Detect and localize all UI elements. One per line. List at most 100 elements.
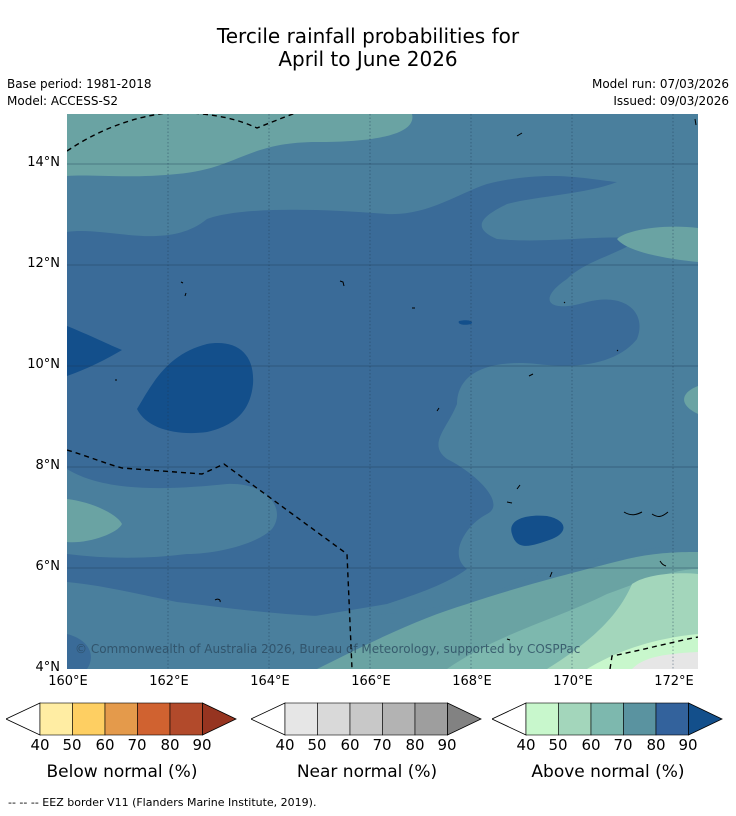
colorbar-above — [492, 702, 723, 736]
lat-label-8n: 8°N — [35, 458, 61, 473]
below-over-triangle — [202, 702, 237, 736]
lat-label-10n: 10°N — [27, 357, 60, 372]
near-swatch-40 — [284, 702, 318, 736]
near-normal-label: Near normal (%) — [296, 762, 438, 782]
region-dark-dot — [458, 320, 473, 325]
eez-border-top — [67, 114, 295, 152]
island-5 — [339, 280, 345, 287]
above-tick-70: 70 — [613, 736, 633, 754]
island-8 — [616, 349, 619, 352]
island-4 — [184, 292, 187, 297]
below-tick-60: 60 — [95, 736, 115, 754]
region-dark-left — [67, 326, 122, 376]
above-swatch-50 — [558, 702, 592, 736]
island-7 — [563, 301, 566, 304]
probability-map: © Commonwealth of Australia 2026, Bureau… — [67, 114, 698, 669]
island-2 — [694, 118, 697, 126]
below-swatch-60 — [104, 702, 138, 736]
below-swatch-50 — [72, 702, 106, 736]
island-12 — [506, 501, 513, 504]
island-16 — [214, 598, 221, 603]
lon-label-170e: 170°E — [553, 674, 593, 689]
island-1 — [516, 132, 523, 137]
below-tick-90: 90 — [192, 736, 212, 754]
lon-label-162e: 162°E — [149, 674, 189, 689]
near-tick-60: 60 — [340, 736, 360, 754]
above-over-triangle — [688, 702, 723, 736]
island-3 — [180, 281, 184, 284]
near-swatch-60 — [349, 702, 383, 736]
model-name: Model: ACCESS-S2 — [7, 94, 119, 108]
lat-label-6n: 6°N — [35, 559, 61, 574]
above-normal-label: Above normal (%) — [531, 762, 685, 782]
below-under-triangle — [6, 702, 41, 736]
map-title-line2: April to June 2026 — [278, 47, 458, 71]
near-over-triangle — [447, 702, 482, 736]
near-swatch-80 — [414, 702, 448, 736]
above-tick-80: 80 — [646, 736, 666, 754]
island-13 — [623, 511, 669, 517]
region-top-light — [67, 114, 413, 177]
eez-footnote: -- -- -- EEZ border V11 (Flanders Marine… — [8, 796, 317, 809]
model-run: Model run: 07/03/2026 — [591, 77, 729, 91]
near-tick-80: 80 — [405, 736, 425, 754]
near-tick-70: 70 — [372, 736, 392, 754]
lat-label-14n: 14°N — [27, 155, 60, 170]
island-15 — [659, 560, 667, 567]
lon-label-172e: 172°E — [654, 674, 694, 689]
below-tick-50: 50 — [62, 736, 82, 754]
eez-border-middle — [67, 449, 353, 669]
below-normal-label: Below normal (%) — [46, 762, 198, 782]
lon-label-164e: 164°E — [250, 674, 290, 689]
lat-label-4n: 4°N — [35, 660, 61, 675]
region-bottom-near — [632, 652, 698, 669]
map-gridlines — [67, 114, 698, 669]
below-tick-80: 80 — [160, 736, 180, 754]
lon-label-166e: 166°E — [351, 674, 391, 689]
near-tick-50: 50 — [307, 736, 327, 754]
above-swatch-40 — [525, 702, 559, 736]
islands — [115, 118, 697, 641]
region-right-light — [617, 226, 698, 262]
map-title-line1: Tercile rainfall probabilities for — [216, 24, 520, 48]
above-tick-90: 90 — [678, 736, 698, 754]
island-10 — [436, 407, 440, 412]
lon-label-160e: 160°E — [48, 674, 88, 689]
colorbar-near — [251, 702, 482, 736]
lon-label-168e: 168°E — [452, 674, 492, 689]
near-swatch-50 — [317, 702, 351, 736]
copyright-notice: © Commonwealth of Australia 2026, Bureau… — [75, 642, 580, 656]
above-under-triangle — [492, 702, 527, 736]
near-tick-90: 90 — [437, 736, 457, 754]
island-11 — [516, 484, 521, 490]
below-swatch-40 — [39, 702, 73, 736]
above-tick-40: 40 — [516, 736, 536, 754]
above-swatch-80 — [655, 702, 689, 736]
colorbar-below — [6, 702, 237, 736]
above-tick-60: 60 — [581, 736, 601, 754]
island-14 — [549, 571, 553, 578]
region-lower-left-light — [67, 499, 122, 543]
below-tick-70: 70 — [127, 736, 147, 754]
island-9 — [528, 373, 534, 377]
island-17 — [506, 638, 511, 641]
region-bottom-left-dark — [67, 634, 91, 669]
near-tick-40: 40 — [275, 736, 295, 754]
below-swatch-70 — [137, 702, 171, 736]
below-tick-40: 40 — [30, 736, 50, 754]
eez-border-bottom-right — [609, 636, 698, 669]
issued-date: Issued: 09/03/2026 — [613, 94, 729, 108]
near-under-triangle — [251, 702, 286, 736]
above-tick-50: 50 — [548, 736, 568, 754]
region-dark-centre — [137, 343, 254, 434]
region-dark-small — [511, 515, 564, 546]
below-swatch-80 — [169, 702, 203, 736]
lat-label-12n: 12°N — [27, 256, 60, 271]
region-lower-left — [67, 469, 277, 558]
region-right-small — [684, 386, 698, 414]
above-swatch-60 — [590, 702, 624, 736]
base-period: Base period: 1981-2018 — [7, 77, 152, 91]
near-swatch-70 — [382, 702, 416, 736]
above-swatch-70 — [623, 702, 657, 736]
eez-borders — [67, 114, 698, 669]
